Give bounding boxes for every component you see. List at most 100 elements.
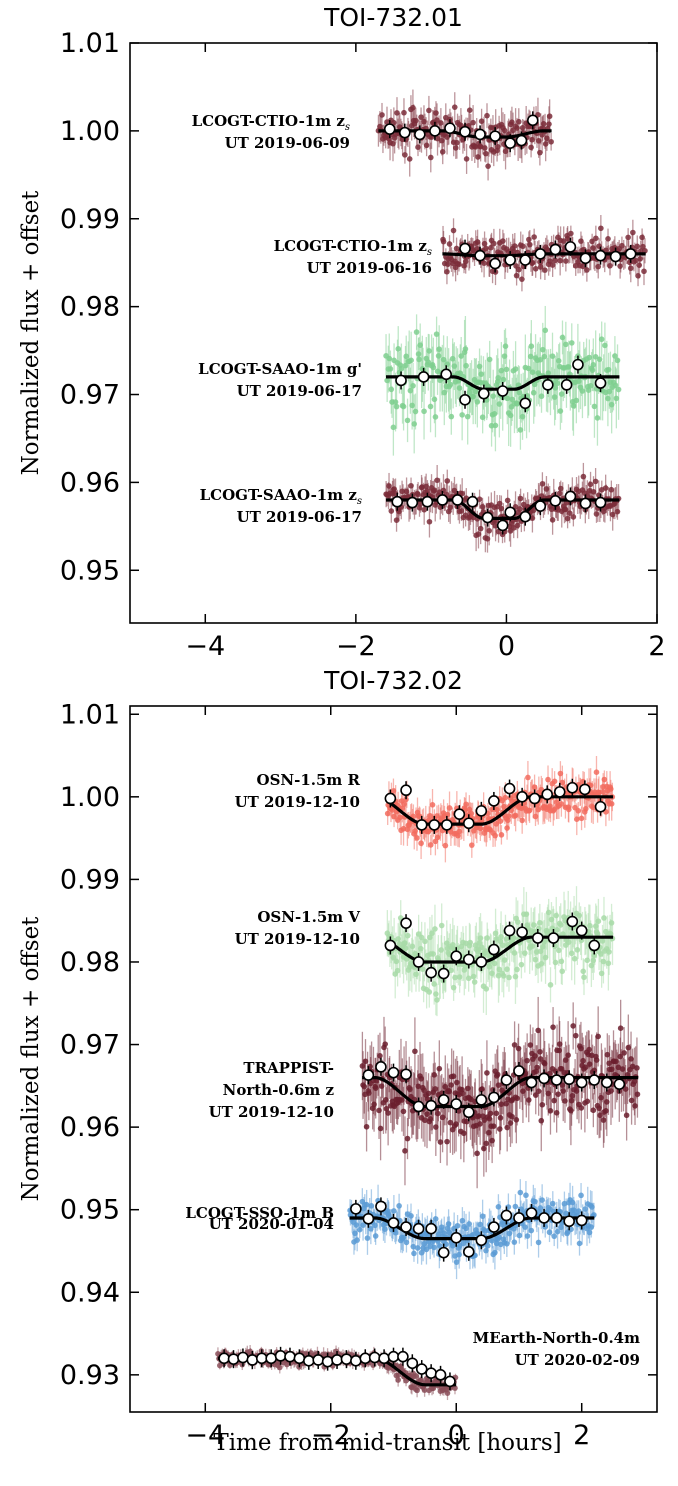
- data-point: [426, 518, 433, 525]
- data-point: [527, 241, 533, 248]
- binned-point: [462, 817, 475, 830]
- data-point: [408, 357, 414, 364]
- data-point: [354, 1237, 360, 1243]
- data-point: [514, 966, 520, 973]
- data-point: [492, 832, 498, 839]
- data-point: [639, 234, 645, 241]
- data-point: [470, 119, 476, 126]
- data-point: [532, 956, 539, 963]
- data-point: [551, 778, 558, 785]
- data-point: [434, 477, 440, 484]
- data-point: [516, 1232, 523, 1239]
- series-3: [383, 462, 622, 553]
- data-point: [459, 490, 465, 497]
- data-point: [433, 110, 439, 116]
- data-point: [512, 366, 519, 372]
- data-point: [563, 341, 569, 348]
- series-label: LCOGT-SAAO-1m zs: [200, 486, 362, 507]
- binned-point: [459, 242, 471, 255]
- binned-point: [437, 967, 450, 980]
- data-point: [479, 1213, 486, 1219]
- data-point: [627, 265, 634, 272]
- data-point: [409, 943, 416, 950]
- binned-point: [397, 1350, 409, 1363]
- binned-point: [478, 387, 490, 400]
- data-point: [571, 955, 578, 962]
- x-tick-label: −2: [311, 1420, 351, 1451]
- binned-point: [588, 1074, 601, 1086]
- data-point: [372, 1233, 379, 1239]
- binned-point: [519, 510, 532, 523]
- data-point: [426, 107, 432, 114]
- binned-point: [474, 128, 486, 141]
- series-label: UT 2019-06-16: [307, 259, 432, 277]
- binned-point: [526, 114, 539, 127]
- binned-point: [563, 1073, 575, 1086]
- binned-point: [441, 819, 453, 831]
- binned-point: [563, 1215, 575, 1228]
- data-point: [396, 1203, 402, 1209]
- data-point: [487, 1110, 494, 1117]
- y-tick-label: 0.97: [60, 380, 120, 411]
- data-point: [450, 227, 457, 234]
- binned-point: [474, 249, 486, 262]
- data-point: [578, 238, 584, 244]
- panel-toi-732-01: TOI-732.01 Normalized flux + offset 0.95 0.…: [18, 3, 666, 662]
- binned-point: [362, 1212, 375, 1225]
- binned-point: [265, 1352, 277, 1365]
- data-point: [500, 238, 506, 244]
- data-point: [483, 1140, 490, 1147]
- data-point: [580, 968, 587, 975]
- data-point: [539, 480, 546, 487]
- binned-point: [547, 932, 560, 944]
- binned-point: [312, 1354, 325, 1366]
- data-point: [498, 832, 505, 838]
- data-point: [427, 154, 434, 161]
- data-point: [454, 139, 460, 146]
- binned-point: [429, 125, 441, 137]
- data-point: [503, 366, 510, 373]
- data-point: [537, 1056, 544, 1062]
- data-point: [549, 1200, 556, 1207]
- data-point: [356, 1226, 363, 1233]
- data-point: [388, 508, 395, 514]
- data-point: [530, 389, 537, 396]
- binned-point: [368, 1351, 381, 1364]
- series-label: North-0.6m z: [223, 1081, 335, 1099]
- binned-point: [609, 250, 622, 263]
- data-point: [448, 413, 455, 420]
- data-point: [440, 238, 447, 245]
- binned-point: [550, 1074, 563, 1086]
- data-point: [511, 1042, 518, 1048]
- binned-point: [531, 932, 544, 944]
- binned-point: [489, 257, 501, 270]
- binned-point: [538, 1072, 550, 1085]
- data-point: [546, 113, 553, 120]
- data-point: [377, 1052, 383, 1059]
- plot-area: [215, 756, 641, 1401]
- data-point: [404, 417, 411, 424]
- data-point: [474, 1150, 480, 1157]
- data-point: [491, 240, 497, 247]
- data-point: [595, 918, 602, 925]
- data-point: [447, 1119, 454, 1126]
- data-point: [585, 387, 592, 393]
- data-point: [559, 968, 566, 975]
- x-tick-label: 0: [498, 631, 515, 662]
- data-point: [377, 1125, 384, 1132]
- data-point: [591, 403, 598, 410]
- binned-point: [503, 924, 516, 937]
- data-point: [526, 236, 532, 243]
- y-tick-label: 0.98: [60, 292, 120, 323]
- data-point: [524, 1057, 530, 1064]
- data-point: [625, 234, 631, 241]
- y-tick-label: 0.95: [60, 555, 120, 586]
- data-point: [477, 1221, 484, 1228]
- data-point: [513, 1117, 520, 1123]
- binned-point: [566, 781, 579, 794]
- data-point: [486, 356, 493, 363]
- data-point: [519, 413, 526, 420]
- data-point: [542, 267, 548, 273]
- data-point: [422, 1117, 428, 1124]
- data-point: [458, 353, 465, 359]
